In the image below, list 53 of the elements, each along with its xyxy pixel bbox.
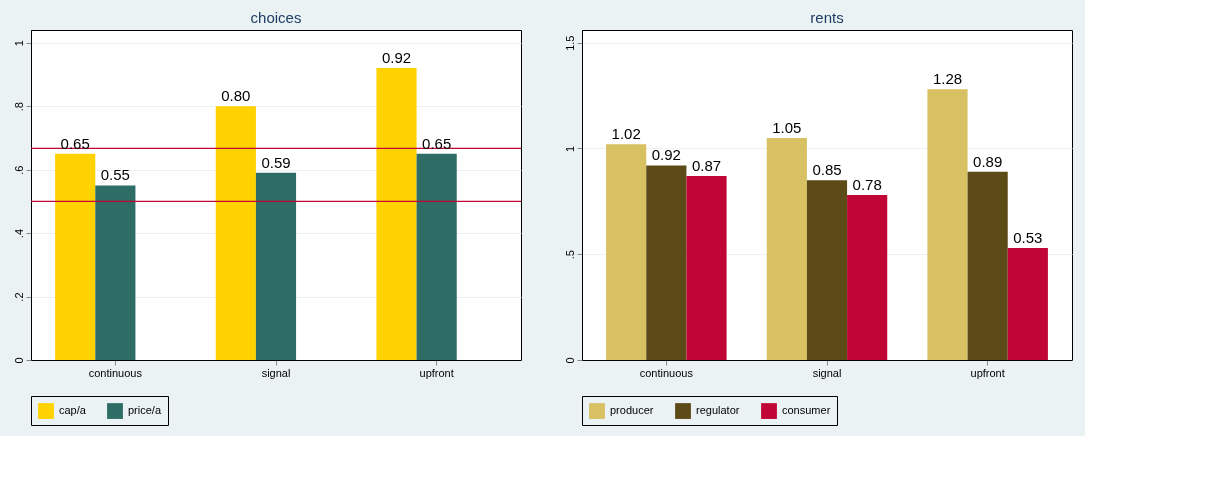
bar	[255, 172, 297, 360]
data-label: 0.59	[261, 153, 291, 171]
y-tick-label: .8	[12, 102, 25, 112]
y-tick-label: 1	[12, 40, 25, 47]
bar	[606, 144, 647, 360]
y-tick-label: 0	[563, 357, 576, 364]
data-label: 1.02	[611, 125, 641, 143]
data-label: 0.92	[381, 49, 412, 67]
y-tick-label: .6	[12, 165, 25, 175]
data-label: 0.65	[60, 134, 90, 152]
chart-title: rents	[810, 9, 844, 26]
bar	[646, 165, 687, 360]
bar	[95, 185, 136, 360]
bar	[806, 180, 848, 360]
legend-label: consumer	[782, 404, 831, 417]
y-tick-label: 1	[563, 145, 576, 153]
bar	[55, 153, 96, 360]
x-tick-label: signal	[812, 366, 842, 379]
y-tick-label: 0	[12, 357, 25, 364]
data-label: 1.05	[772, 118, 802, 136]
data-label: 0.65	[422, 134, 452, 152]
bar	[215, 106, 256, 360]
x-tick-label: continuous	[639, 366, 694, 379]
data-label: 0.87	[691, 156, 722, 174]
chart-title: choices	[250, 9, 302, 26]
x-tick-label: signal	[261, 366, 291, 379]
legend-label: regulator	[696, 404, 740, 417]
y-tick-label: .4	[12, 228, 25, 239]
bar	[766, 137, 807, 360]
bar	[927, 89, 968, 360]
data-label: 0.80	[221, 87, 251, 105]
data-label: 0.55	[100, 166, 130, 184]
data-label: 0.85	[812, 161, 842, 179]
bar	[416, 153, 457, 360]
legend-label: producer	[610, 404, 654, 417]
x-tick-label: upfront	[419, 366, 454, 379]
data-label: 0.78	[852, 176, 882, 193]
y-tick-label: .2	[12, 292, 25, 302]
bar	[686, 175, 727, 360]
bar	[1007, 247, 1048, 360]
bar	[376, 68, 417, 360]
data-label: 1.28	[932, 70, 963, 88]
bar	[967, 171, 1008, 360]
y-tick-label: .5	[563, 250, 576, 260]
data-label: 0.89	[973, 152, 1003, 170]
legend-label: price/a	[128, 404, 162, 417]
x-tick-label: upfront	[970, 366, 1005, 379]
y-tick-label: 1.5	[563, 35, 576, 51]
legend-label: cap/a	[59, 404, 87, 417]
x-tick-label: continuous	[88, 366, 143, 379]
data-label: 0.53	[1013, 228, 1043, 246]
bar	[847, 195, 888, 360]
data-label: 0.92	[651, 146, 681, 164]
